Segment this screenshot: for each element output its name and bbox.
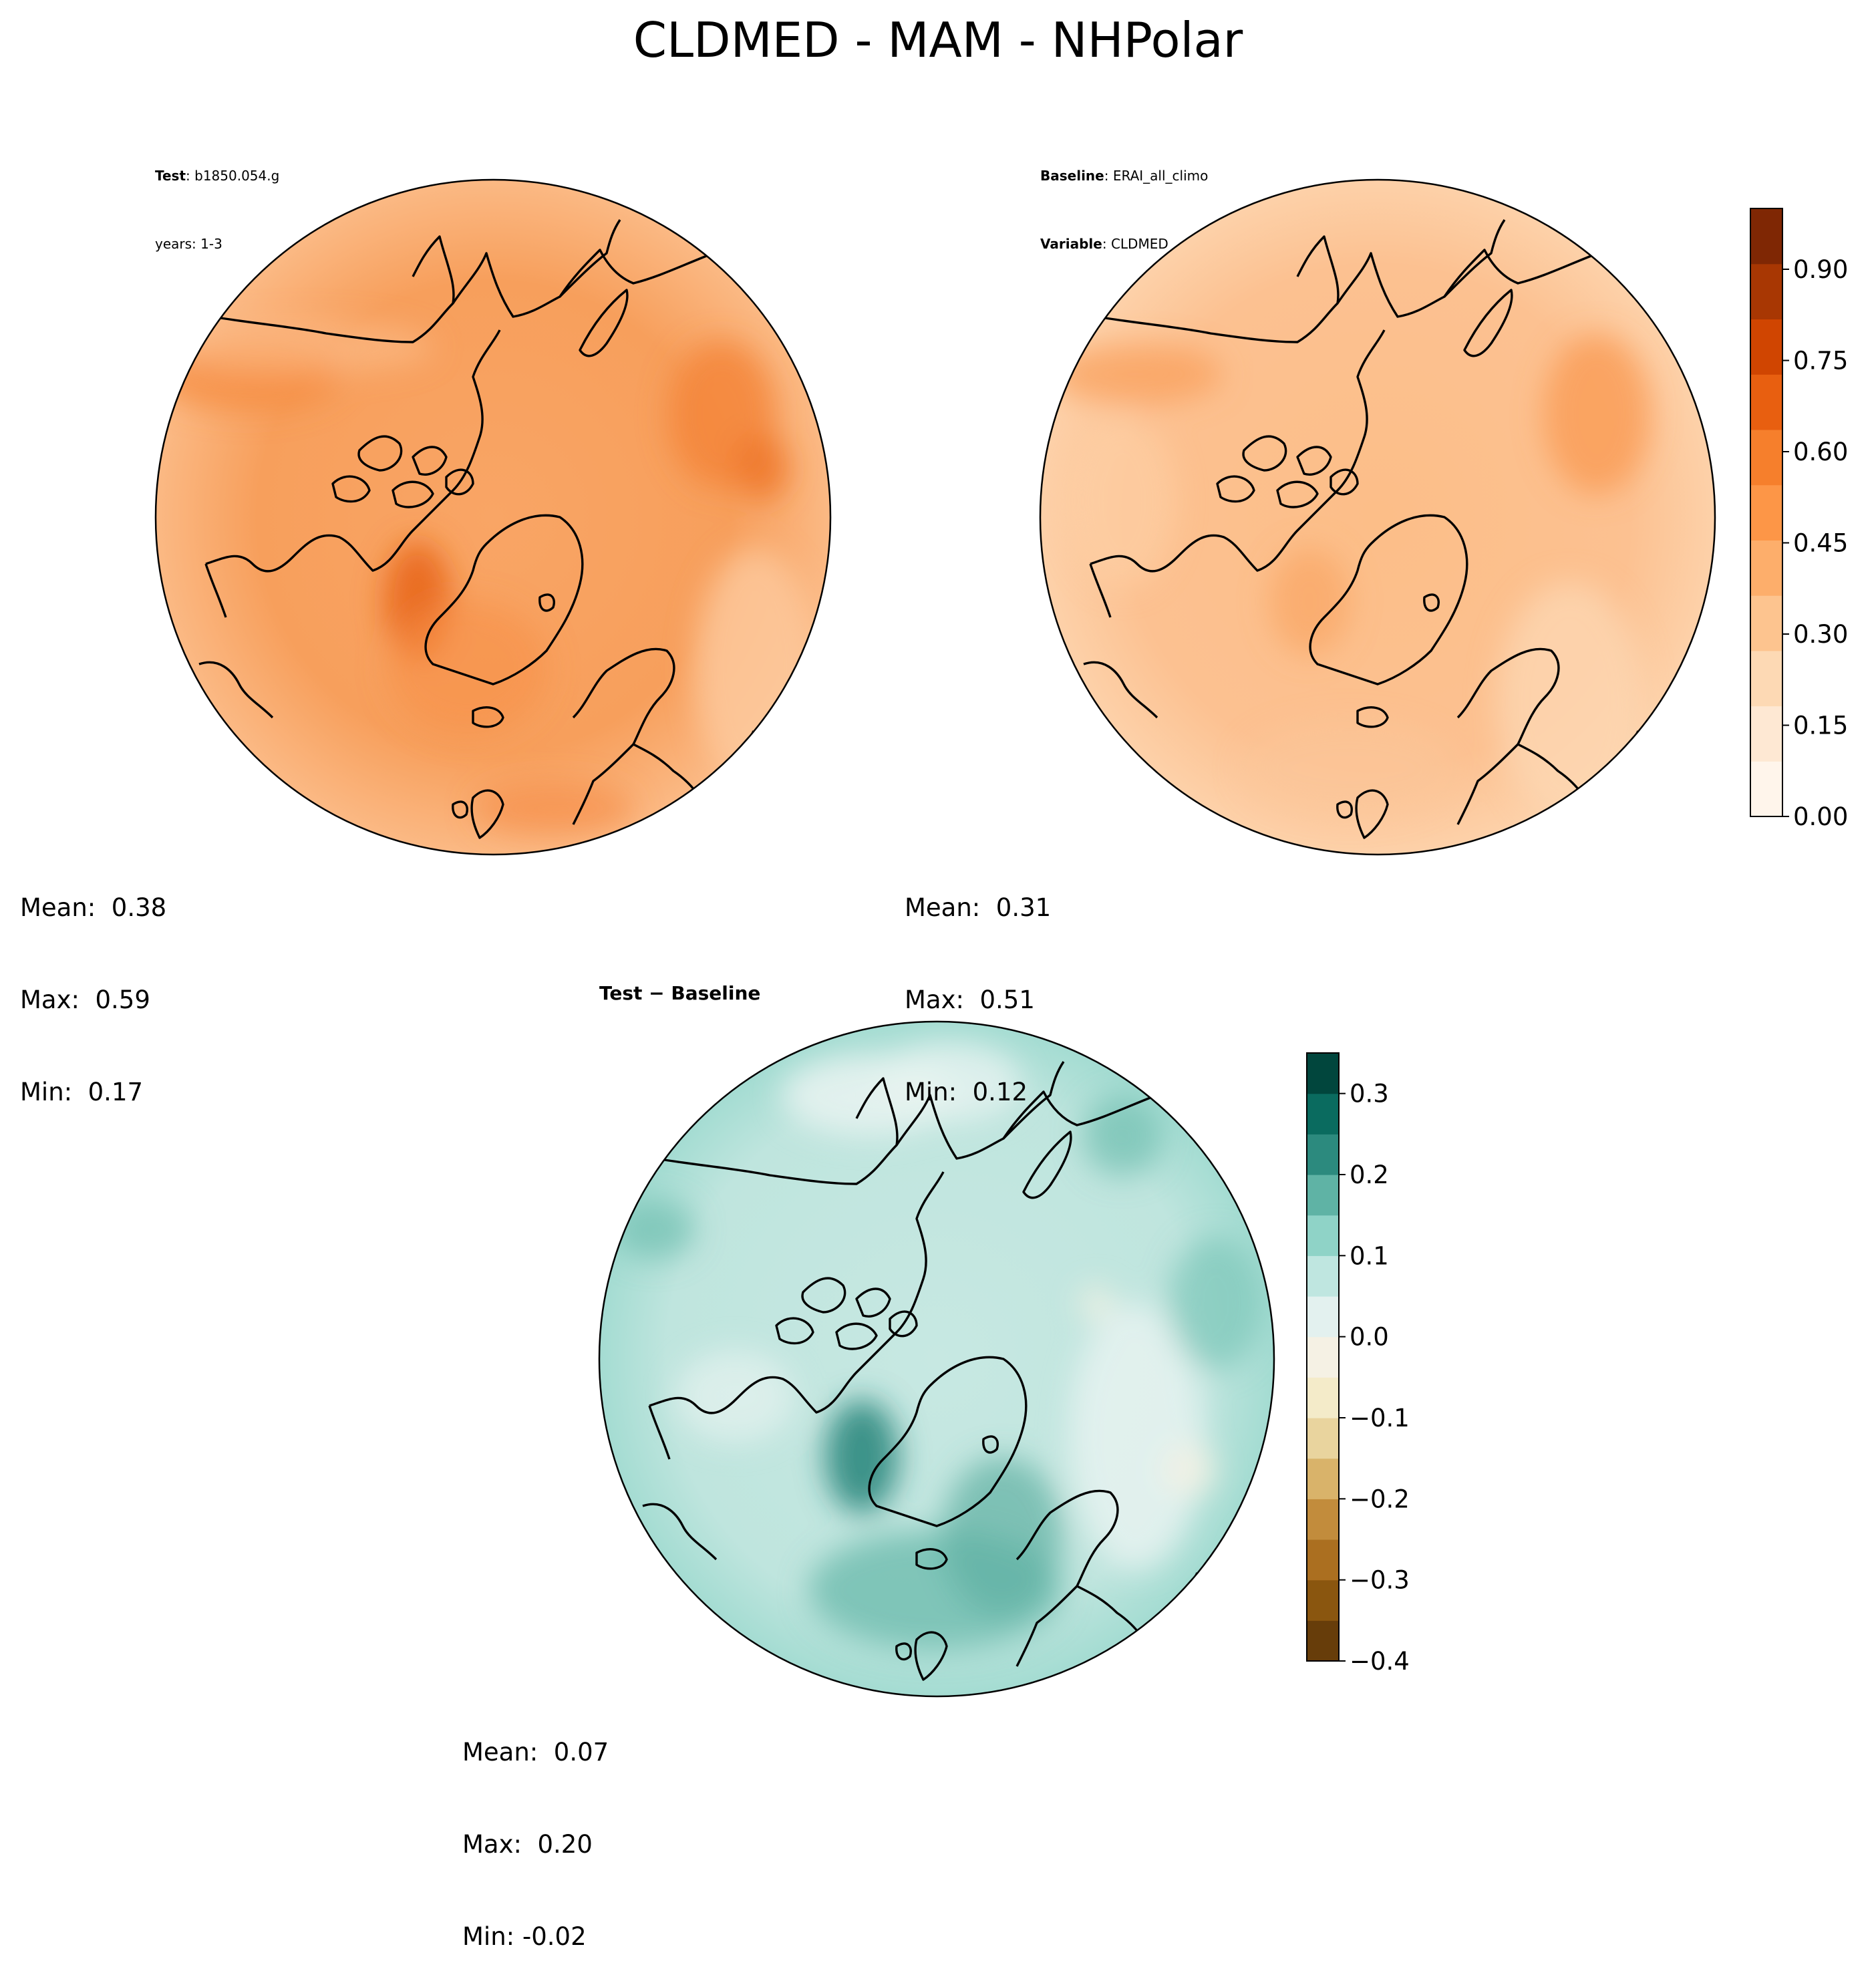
baseline-case-name: ERAI_all_climo [1112,168,1209,184]
colorbar-diff-segment [1307,1255,1339,1297]
colorbar-diff-segment [1307,1499,1339,1540]
baseline-min: Min: 0.12 [905,1078,1028,1106]
colorbar-diff-tick-label: 0.2 [1350,1161,1389,1189]
colorbar-diff-tick-label: −0.1 [1350,1404,1410,1432]
test-mean: Mean: 0.38 [20,893,167,922]
figure-title: CLDMED - MAM - NHPolar [633,12,1243,68]
baseline-max: Max: 0.51 [905,985,1035,1014]
colorbar-diff-segment [1307,1093,1339,1134]
colorbar-diff-segment [1307,1579,1339,1621]
test-years: years: 1-3 [155,236,222,252]
diff-panel-label: Test − Baseline [599,982,761,1004]
colorbar-diff: 0.3 0.2 0.1 0.0 −0.1 −0.2 −0.3 −0.4 [1306,1052,1410,1676]
colorbar-diff-segment [1307,1539,1339,1581]
colorbar-main-segment [1750,484,1782,541]
colorbar-main-segment [1750,650,1782,707]
figure-canvas: 0.000.150.300.450.600.750.90 0.30.20.10.… [154,178,1848,1698]
diff-min: Min: -0.02 [462,1922,587,1951]
colorbar-main-tick-label: 0.90 [1793,255,1848,284]
colorbar-diff-segment [1307,1377,1339,1418]
colorbar-diff-segment [1307,1458,1339,1499]
colorbar-diff-segment [1307,1134,1339,1175]
colorbar-diff-segment [1307,1053,1339,1094]
colorbar-main-tick-label: 0.15 [1793,712,1848,740]
colorbar-diff-tick-label: −0.3 [1350,1566,1410,1595]
colorbar-main-segment [1750,374,1782,430]
colorbar-diff-segment [1307,1215,1339,1256]
colorbar-diff-tick-label: 0.0 [1350,1323,1389,1352]
baseline-map-border [1039,178,1716,856]
test-case-name: b1850.054.g [194,168,280,184]
diff-stats: Mean: 0.07 Max: 0.20 Min: -0.02 [462,1676,609,1983]
test-map-border [154,178,832,856]
colorbar-main-segment [1750,429,1782,486]
baseline-stats: Mean: 0.31 Max: 0.51 Min: 0.12 [905,831,1051,1138]
colorbar-diff-segment [1307,1620,1339,1662]
diff-mean: Mean: 0.07 [462,1738,609,1767]
variable-label-key: Variable [1040,236,1102,252]
colorbar-main-border [1750,208,1783,817]
colorbar-main-tick-label: 0.30 [1793,620,1848,649]
test-map [154,178,832,856]
diff-map-border [598,1020,1275,1698]
colorbar-main-segment [1750,208,1782,265]
baseline-panel-label: Baseline: ERAI_all_climo Variable: CLDME… [1040,119,1208,278]
baseline-label-sep: : [1104,168,1113,184]
colorbar-diff-tick-label: 0.3 [1350,1080,1389,1108]
baseline-label-key: Baseline [1040,168,1104,184]
colorbar-main-segment [1750,319,1782,375]
colorbar-diff-segment [1307,1175,1339,1216]
diff-map [598,1020,1275,1698]
test-label-sep: : [186,168,195,184]
colorbar-main-segment [1750,263,1782,320]
colorbar-diff-segment [1307,1418,1339,1459]
colorbar-diff-border [1306,1052,1340,1662]
colorbar-main-segment [1750,540,1782,596]
test-map-contours [156,321,815,835]
colorbar-main-segment [1750,595,1782,651]
colorbar-diff-segment [1307,1336,1339,1378]
colorbar-main-tick-label: 0.60 [1793,438,1848,466]
colorbar-main: 0.00 0.15 0.30 0.45 0.60 0.75 0.90 [1750,208,1848,831]
colorbar-diff-tick-label: −0.2 [1350,1485,1410,1513]
colorbar-diff-segment [1307,1296,1339,1338]
test-panel-label: Test: b1850.054.g years: 1-3 [155,119,279,278]
colorbar-main-segment [1750,761,1782,817]
colorbar-diff-tick-label: −0.4 [1350,1647,1410,1676]
colorbar-main-segment [1750,706,1782,762]
colorbar-main-tick-label: 0.45 [1793,529,1848,558]
test-label-key: Test [155,168,186,184]
diff-max: Max: 0.20 [462,1830,593,1859]
baseline-mean: Mean: 0.31 [905,893,1052,922]
test-min: Min: 0.17 [20,1078,144,1106]
variable-name: CLDMED [1110,236,1168,252]
test-max: Max: 0.59 [20,985,150,1014]
baseline-map [1039,178,1716,856]
baseline-map-contours [1049,334,1650,822]
colorbar-main-tick-label: 0.75 [1793,347,1848,375]
diff-map-contours [615,1042,1263,1650]
colorbar-main-tick-label: 0.00 [1793,802,1848,831]
colorbar-diff-tick-label: 0.1 [1350,1241,1389,1270]
variable-label-sep: : [1102,236,1111,252]
test-stats: Mean: 0.38 Max: 0.59 Min: 0.17 [20,831,166,1138]
